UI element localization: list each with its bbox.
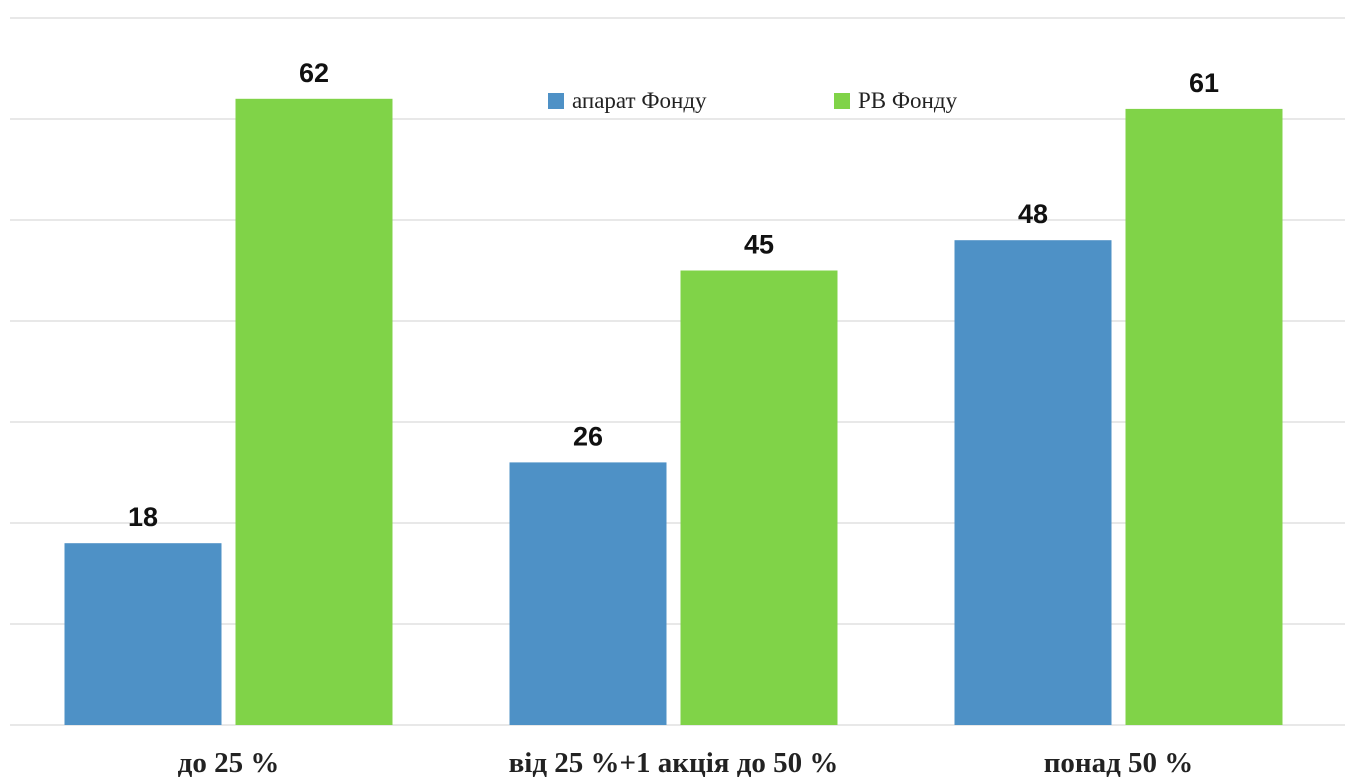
legend-swatch-series-0 xyxy=(548,93,564,109)
bar-aparat-cat-0 xyxy=(64,543,222,725)
data-label: 48 xyxy=(1018,199,1048,229)
legend: апарат Фонду РВ Фонду xyxy=(548,88,958,113)
data-label: 62 xyxy=(299,58,329,88)
category-label: від 25 %+1 акція до 50 % xyxy=(509,747,839,779)
data-label: 18 xyxy=(128,502,158,532)
data-label: 45 xyxy=(744,230,774,260)
bar-rv-cat-0 xyxy=(235,98,393,726)
bar-aparat-cat-2 xyxy=(954,240,1112,725)
bar-rv-cat-1 xyxy=(680,270,838,725)
data-label: 61 xyxy=(1189,68,1219,98)
bar-rv-cat-2 xyxy=(1125,108,1283,725)
gridlines xyxy=(10,17,1345,726)
value-labels: 18 62 26 45 48 61 xyxy=(128,58,1219,532)
legend-swatch-series-1 xyxy=(834,93,850,109)
category-label: понад 50 % xyxy=(1044,747,1194,779)
data-label: 26 xyxy=(573,421,603,451)
bar-aparat-cat-1 xyxy=(509,462,667,725)
category-labels: до 25 % від 25 %+1 акція до 50 % понад 50 … xyxy=(178,747,1194,779)
legend-label-series-0: апарат Фонду xyxy=(572,88,707,113)
category-label: до 25 % xyxy=(178,747,280,779)
legend-label-series-1: РВ Фонду xyxy=(858,88,958,113)
bars xyxy=(64,98,1283,726)
